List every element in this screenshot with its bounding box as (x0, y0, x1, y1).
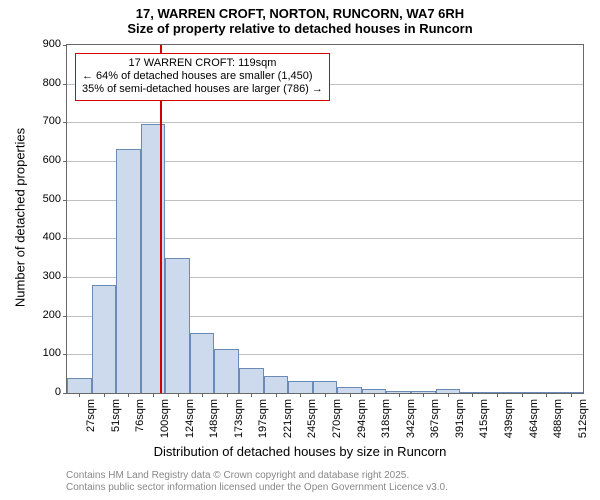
x-tick (571, 393, 572, 397)
y-tick-label: 600 (31, 154, 61, 166)
annotation-line2: ← 64% of detached houses are smaller (1,… (82, 70, 323, 83)
x-tick-label: 464sqm (528, 399, 540, 443)
y-tick (63, 161, 67, 162)
gridline (67, 122, 583, 123)
x-tick (472, 393, 473, 397)
y-tick (63, 200, 67, 201)
x-tick-label: 270sqm (331, 399, 343, 443)
x-tick-label: 100sqm (159, 399, 171, 443)
y-tick-label: 100 (31, 347, 61, 359)
x-tick (128, 393, 129, 397)
footer-line2: Contains public sector information licen… (66, 482, 448, 494)
x-tick-label: 124sqm (184, 399, 196, 443)
y-tick-label: 700 (31, 115, 61, 127)
x-tick-label: 342sqm (405, 399, 417, 443)
x-tick-label: 51sqm (110, 399, 122, 443)
x-axis-title: Distribution of detached houses by size … (0, 444, 600, 459)
plot-area: 010020030040050060070080090027sqm51sqm76… (66, 44, 584, 394)
y-tick-label: 800 (31, 77, 61, 89)
chart-title-line2: Size of property relative to detached ho… (0, 21, 600, 36)
x-tick (546, 393, 547, 397)
histogram-bar (214, 349, 239, 393)
x-tick (423, 393, 424, 397)
x-tick-label: 221sqm (282, 399, 294, 443)
histogram-bar (92, 285, 117, 393)
x-tick-label: 488sqm (552, 399, 564, 443)
histogram-bar (116, 149, 141, 393)
annotation-line3: 35% of semi-detached houses are larger (… (82, 83, 323, 96)
x-tick-label: 415sqm (478, 399, 490, 443)
x-tick-label: 318sqm (380, 399, 392, 443)
x-tick-label: 512sqm (577, 399, 589, 443)
y-tick-label: 900 (31, 38, 61, 50)
histogram-bar (288, 381, 313, 393)
x-tick-label: 173sqm (233, 399, 245, 443)
y-tick (63, 84, 67, 85)
histogram-bar (190, 333, 215, 393)
x-tick (153, 393, 154, 397)
x-tick (251, 393, 252, 397)
y-tick-label: 300 (31, 270, 61, 282)
y-tick (63, 238, 67, 239)
chart-title-line1: 17, WARREN CROFT, NORTON, RUNCORN, WA7 6… (0, 0, 600, 21)
y-tick-label: 200 (31, 309, 61, 321)
chart-container: 17, WARREN CROFT, NORTON, RUNCORN, WA7 6… (0, 0, 600, 500)
histogram-bar (239, 368, 264, 393)
x-tick (300, 393, 301, 397)
y-tick (63, 45, 67, 46)
x-tick-label: 148sqm (208, 399, 220, 443)
y-tick-label: 500 (31, 193, 61, 205)
y-tick-label: 0 (31, 386, 61, 398)
x-tick (79, 393, 80, 397)
x-tick (399, 393, 400, 397)
x-tick (202, 393, 203, 397)
x-tick-label: 76sqm (134, 399, 146, 443)
y-axis-title: Number of detached properties (13, 68, 28, 368)
x-tick-label: 245sqm (306, 399, 318, 443)
x-tick-label: 367sqm (429, 399, 441, 443)
x-tick (448, 393, 449, 397)
footer-attribution: Contains HM Land Registry data © Crown c… (66, 470, 448, 494)
x-tick (104, 393, 105, 397)
x-tick (325, 393, 326, 397)
histogram-bar (165, 258, 190, 393)
x-tick (350, 393, 351, 397)
x-tick (522, 393, 523, 397)
x-tick-label: 391sqm (454, 399, 466, 443)
x-tick-label: 294sqm (356, 399, 368, 443)
x-tick (276, 393, 277, 397)
x-tick-label: 197sqm (257, 399, 269, 443)
x-tick (374, 393, 375, 397)
y-tick (63, 316, 67, 317)
x-tick (227, 393, 228, 397)
footer-line1: Contains HM Land Registry data © Crown c… (66, 470, 448, 482)
y-tick (63, 122, 67, 123)
annotation-box: 17 WARREN CROFT: 119sqm← 64% of detached… (75, 53, 330, 101)
y-tick (63, 354, 67, 355)
histogram-bar (67, 378, 92, 393)
x-tick-label: 27sqm (85, 399, 97, 443)
histogram-bar (313, 381, 338, 393)
x-tick-label: 439sqm (503, 399, 515, 443)
annotation-line1: 17 WARREN CROFT: 119sqm (82, 57, 323, 70)
histogram-bar (264, 376, 289, 393)
y-tick (63, 277, 67, 278)
x-tick (178, 393, 179, 397)
x-tick (497, 393, 498, 397)
y-tick-label: 400 (31, 231, 61, 243)
y-tick (63, 393, 67, 394)
